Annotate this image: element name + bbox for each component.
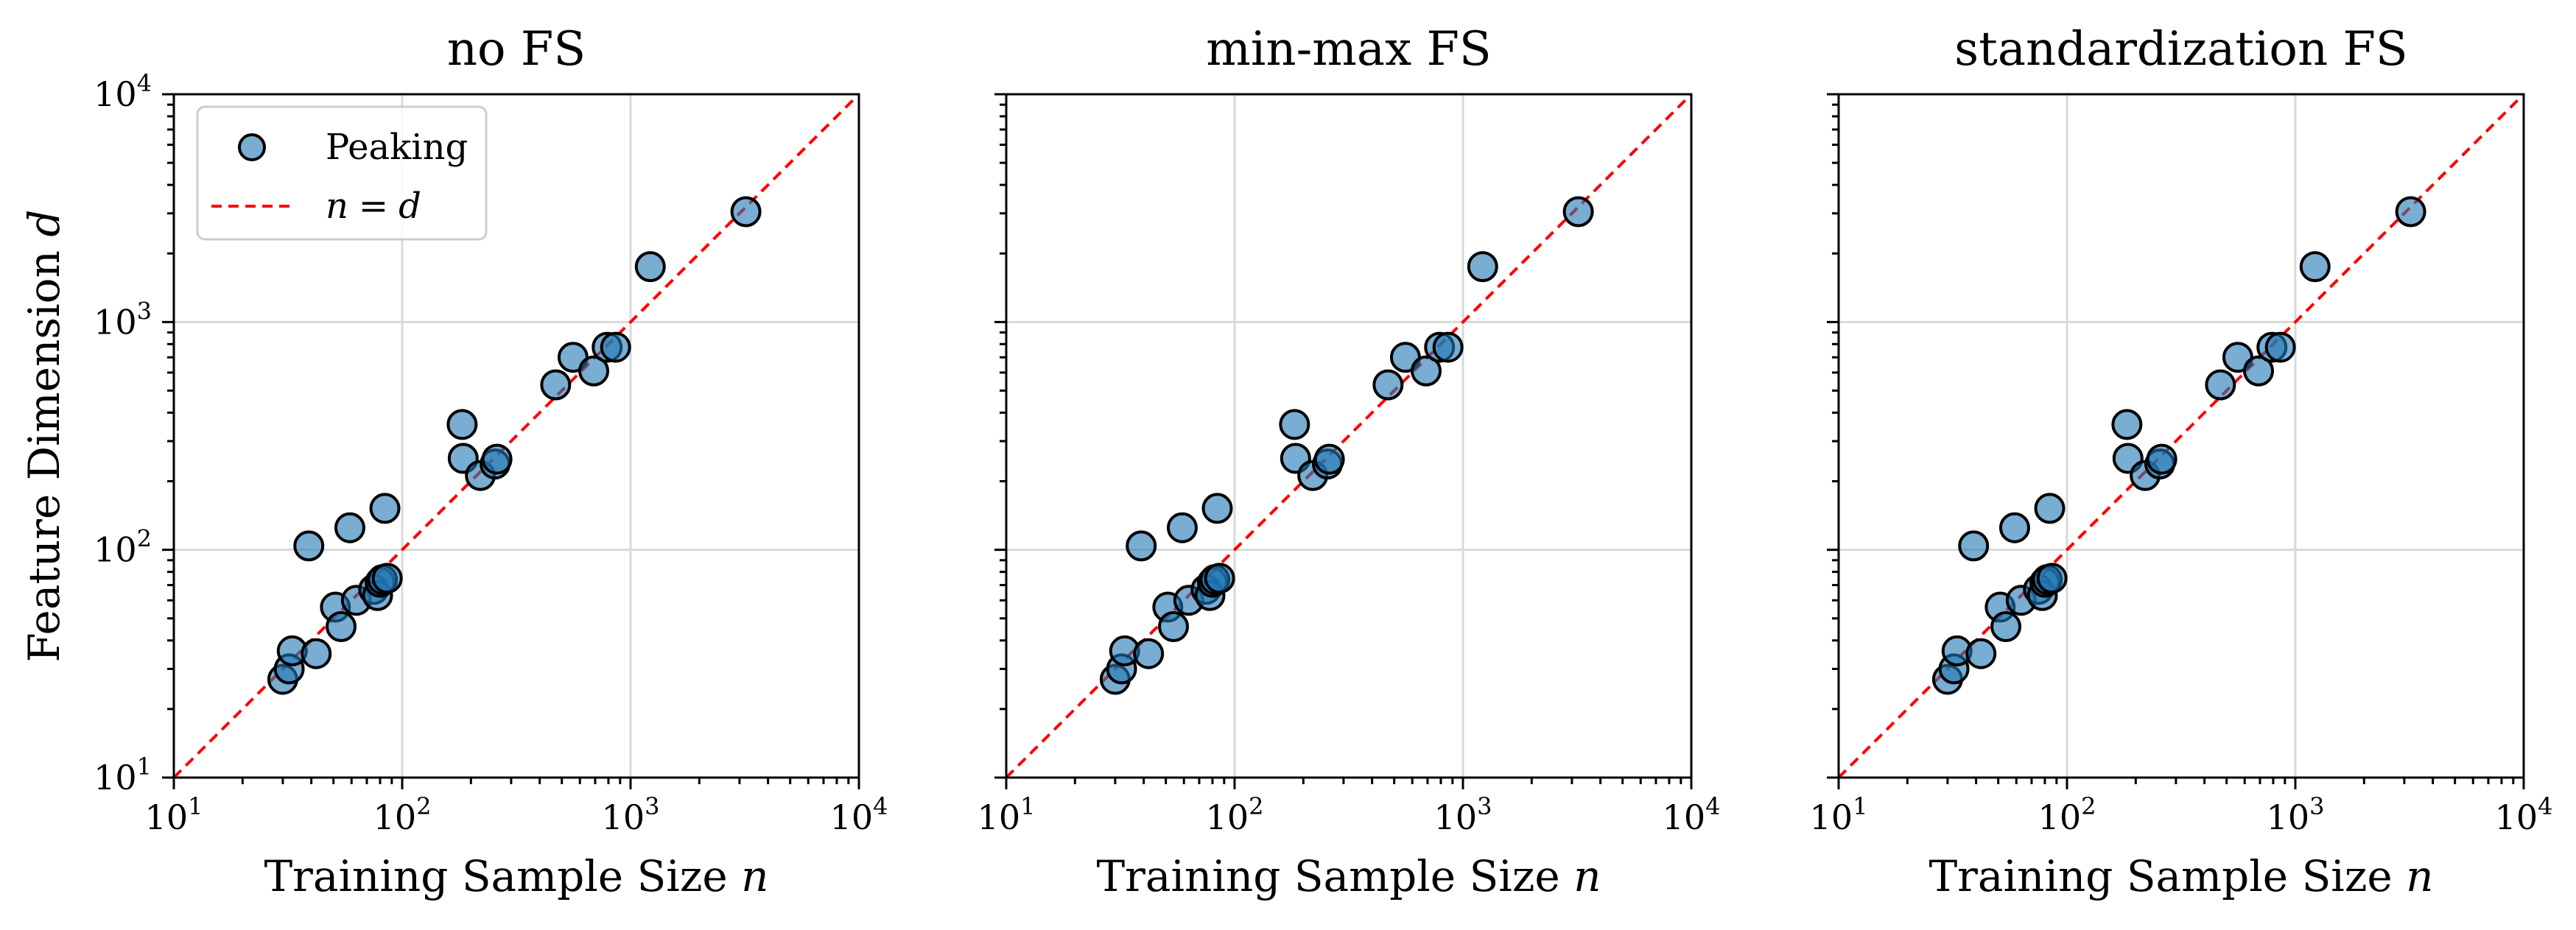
y-tick-label: 102	[94, 525, 152, 570]
x-tick-label: 104	[830, 792, 888, 837]
x-tick-label: 102	[373, 792, 432, 837]
x-tick-label: 102	[1206, 792, 1264, 837]
data-point	[334, 512, 365, 543]
panel-title: no FS	[447, 22, 586, 77]
data-point	[2299, 251, 2331, 283]
x-tick-label: 103	[1434, 792, 1492, 837]
axes-frame	[1837, 93, 2525, 779]
x-tick-label: 101	[978, 792, 1036, 837]
data-point	[1411, 355, 1442, 387]
x-tick-label: 101	[1810, 792, 1868, 837]
data-point	[371, 563, 403, 594]
data-point	[301, 638, 332, 669]
y-axis-label: Feature Dimension d	[19, 209, 69, 662]
x-axis-label: Training Sample Size n	[1929, 851, 2433, 901]
x-tick-label: 103	[2267, 792, 2325, 837]
data-point	[2264, 331, 2296, 363]
panel-title: min-max FS	[1206, 22, 1492, 77]
panel-2: 101 102 103 104 min-max FS Training Sample Si…	[978, 22, 1721, 901]
data-point	[2146, 443, 2177, 475]
x-tick-label: 104	[2495, 792, 2553, 837]
data-point	[578, 355, 610, 387]
data-point	[2111, 409, 2143, 440]
data-point	[634, 251, 666, 283]
data-point	[293, 530, 325, 562]
axes-frame	[1005, 93, 1693, 779]
x-axis-label: Training Sample Size n	[1096, 851, 1601, 901]
panels: 101 102 103 104 101 102 103 104 no FS Training Sa…	[19, 22, 2552, 901]
x-axis-label: Training Sample Size n	[264, 851, 768, 901]
data-point	[369, 493, 401, 524]
x-tick-label: 104	[1663, 792, 1721, 837]
x-tick-label: 101	[145, 792, 203, 837]
data-point	[1990, 610, 2022, 642]
data-point	[1562, 196, 1594, 228]
data-point	[326, 610, 357, 642]
panel-1: 101 102 103 104 101 102 103 104 no FS Training Sa…	[19, 22, 888, 901]
data-point	[481, 443, 513, 475]
data-point	[1958, 530, 1990, 562]
data-point	[600, 331, 631, 363]
data-point	[730, 196, 762, 228]
y-tick-label: 103	[94, 297, 152, 342]
panel-3: 101 102 103 104 standardization FS Training S…	[1810, 22, 2553, 901]
data-point	[1133, 638, 1165, 669]
data-point	[540, 369, 572, 401]
data-point	[1166, 512, 1198, 543]
data-point	[1467, 251, 1498, 283]
data-point	[1204, 563, 1235, 594]
data-point	[1313, 443, 1345, 475]
legend-line-eq: =	[359, 186, 388, 227]
legend-line-rhs: d	[399, 186, 421, 227]
data-point	[2395, 196, 2426, 228]
y-tick-label: 104	[94, 69, 152, 114]
axes-frame	[172, 93, 860, 779]
data-point	[1965, 638, 1997, 669]
x-tick-label: 102	[2038, 792, 2096, 837]
legend-peaking-marker	[238, 133, 266, 161]
data-point	[1201, 493, 1233, 524]
data-point	[1126, 530, 1157, 562]
legend-line-lhs: n	[326, 186, 348, 227]
data-point	[446, 409, 478, 440]
x-tick-label: 103	[602, 792, 660, 837]
legend-peaking-label: Peaking	[326, 127, 468, 168]
data-point	[1279, 409, 1310, 440]
y-tick-label: 101	[94, 753, 152, 797]
data-point	[1998, 512, 2030, 543]
panel-title: standardization FS	[1954, 22, 2408, 77]
data-point	[2036, 563, 2068, 594]
legend-line-label: n = d	[326, 186, 421, 227]
data-point	[1372, 369, 1404, 401]
data-point	[1432, 331, 1464, 363]
data-point	[1158, 610, 1190, 642]
data-point	[2243, 355, 2275, 387]
data-point	[2205, 369, 2236, 401]
legend: Peaking n = d	[196, 105, 488, 241]
data-point	[2034, 493, 2066, 524]
